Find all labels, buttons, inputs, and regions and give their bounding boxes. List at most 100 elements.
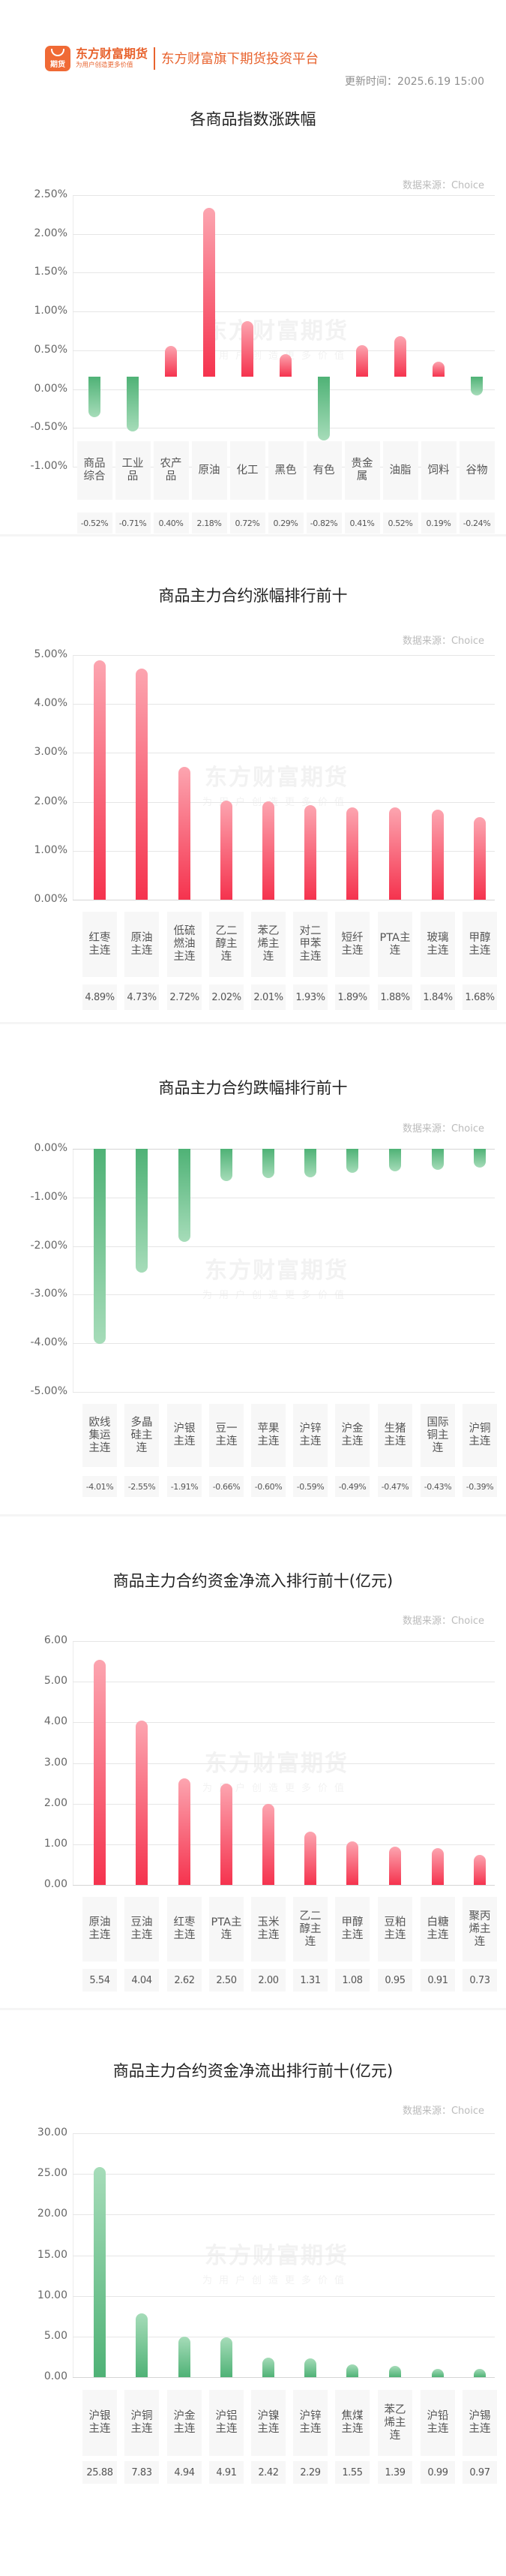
y-tick-label: -1.00%	[30, 460, 67, 472]
bar[interactable]	[88, 377, 100, 417]
value-label: -0.43%	[421, 1476, 455, 1497]
bar[interactable]	[474, 2369, 486, 2377]
value-label: 4.04	[124, 1969, 159, 1991]
bar[interactable]	[220, 1149, 232, 1181]
bar[interactable]	[220, 2337, 232, 2377]
category-label: 沪铝主连	[209, 2390, 244, 2456]
category-label: 豆粕主连	[378, 1897, 412, 1961]
value-label: 1.55	[335, 2461, 370, 2484]
bar[interactable]	[94, 1659, 106, 1885]
gridline	[73, 802, 495, 803]
y-tick-label: 0.00%	[34, 893, 67, 905]
bar[interactable]	[262, 1803, 274, 1885]
value-label: -1.91%	[167, 1476, 202, 1497]
bar[interactable]	[304, 1149, 316, 1178]
bar[interactable]	[356, 344, 368, 377]
value-label: 1.88%	[378, 984, 412, 1010]
value-label: 0.95	[378, 1969, 412, 1991]
gridline	[73, 311, 495, 312]
bar[interactable]	[389, 1846, 401, 1885]
y-tick-label: 4.00	[43, 1715, 67, 1727]
bar[interactable]	[280, 354, 292, 377]
category-label: 沪金主连	[335, 1404, 370, 1467]
bar[interactable]	[94, 660, 106, 900]
category-label: 原油主连	[82, 1897, 117, 1961]
bar[interactable]	[389, 1149, 401, 1172]
chart-title: 商品主力合约涨幅排行前十	[158, 587, 348, 605]
watermark-brand: 东方财富期货	[205, 1750, 349, 1777]
bar[interactable]	[471, 377, 483, 395]
bar[interactable]	[178, 1778, 190, 1885]
bar[interactable]	[136, 668, 148, 900]
bar[interactable]	[241, 320, 253, 377]
bar[interactable]	[220, 801, 232, 900]
category-label: 乙二醇主连	[209, 912, 244, 977]
bar[interactable]	[433, 362, 445, 377]
bar[interactable]	[178, 2337, 190, 2377]
bar[interactable]	[136, 1149, 148, 1273]
y-tick-label: -0.50%	[30, 421, 67, 433]
bar[interactable]	[432, 1847, 444, 1885]
category-label: 沪锌主连	[293, 2390, 328, 2456]
bar[interactable]	[389, 2365, 401, 2377]
value-label: 0.72%	[229, 512, 265, 534]
y-tick-label: 1.00%	[34, 844, 67, 856]
bar[interactable]	[318, 377, 330, 440]
bar[interactable]	[389, 807, 401, 900]
category-label: 农产品	[153, 441, 189, 500]
y-tick-label: 0.00%	[34, 383, 67, 395]
bar[interactable]	[262, 801, 274, 900]
value-label: 1.89%	[335, 984, 370, 1010]
y-tick-label: 1.00%	[34, 305, 67, 317]
category-label: 苯乙烯主连	[251, 912, 286, 977]
bar[interactable]	[165, 345, 177, 377]
bar[interactable]	[432, 810, 444, 900]
bar[interactable]	[203, 207, 215, 377]
category-label: 多晶硅主连	[124, 1404, 159, 1467]
value-label: 2.01%	[251, 984, 286, 1010]
bar[interactable]	[474, 1149, 486, 1168]
gridline	[73, 1392, 495, 1393]
category-label: 沪锌主连	[293, 1404, 328, 1467]
bar[interactable]	[127, 377, 139, 432]
bar[interactable]	[432, 2369, 444, 2377]
category-label: 油脂	[382, 441, 418, 500]
value-label: -0.49%	[335, 1476, 370, 1497]
bar[interactable]	[304, 805, 316, 900]
gridline	[73, 195, 495, 196]
gridline	[73, 272, 495, 273]
bar[interactable]	[346, 807, 358, 900]
bar[interactable]	[220, 1783, 232, 1885]
watermark-slogan: 为用户创造更多价值	[202, 350, 352, 362]
watermark: 东方财富期货 为用户创造更多价值	[202, 2237, 351, 2286]
category-label: 白糖主连	[421, 1897, 455, 1961]
watermark-slogan: 为用户创造更多价值	[202, 2274, 352, 2286]
bar[interactable]	[474, 1855, 486, 1885]
category-label: 国际铜主连	[421, 1404, 455, 1467]
category-label: 玉米主连	[251, 1897, 286, 1961]
category-label: 豆油主连	[124, 1897, 159, 1961]
category-label: PTA主连	[209, 1897, 244, 1961]
bar[interactable]	[178, 1149, 190, 1242]
bar[interactable]	[474, 817, 486, 900]
bar[interactable]	[262, 2357, 274, 2377]
value-label: -2.55%	[124, 1476, 159, 1497]
brand-slogan: 为用户创造更多价值	[76, 61, 133, 69]
bar[interactable]	[304, 2358, 316, 2377]
value-label: -0.71%	[115, 512, 151, 534]
bar[interactable]	[432, 1149, 444, 1170]
bar[interactable]	[94, 2166, 106, 2377]
bar[interactable]	[346, 2364, 358, 2377]
bar[interactable]	[94, 1149, 106, 1344]
value-label: 1.39	[378, 2461, 412, 2484]
gridline	[73, 2296, 495, 2297]
bar[interactable]	[262, 1149, 274, 1178]
bar[interactable]	[304, 1832, 316, 1885]
bar[interactable]	[346, 1841, 358, 1885]
gridline	[73, 1149, 495, 1150]
bar[interactable]	[346, 1149, 358, 1173]
bar[interactable]	[136, 1721, 148, 1885]
bar[interactable]	[394, 336, 406, 377]
bar[interactable]	[136, 2313, 148, 2377]
bar[interactable]	[178, 766, 190, 900]
